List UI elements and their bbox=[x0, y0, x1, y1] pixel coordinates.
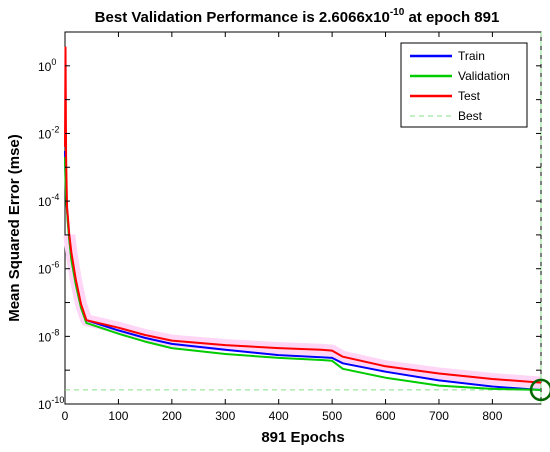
title-tail: at epoch 891 bbox=[404, 9, 499, 26]
x-tick-label: 500 bbox=[322, 409, 342, 423]
x-tick-label: 200 bbox=[162, 409, 182, 423]
title-main: Best Validation Performance is 2.6066x10 bbox=[95, 9, 390, 26]
legend-label-best: Best bbox=[458, 109, 483, 123]
legend-label-test: Test bbox=[458, 89, 481, 103]
x-tick-label: 400 bbox=[269, 409, 289, 423]
legend-label-train: Train bbox=[458, 49, 485, 63]
x-axis: 0 100 200 300 400 500 600 700 800 bbox=[62, 32, 503, 423]
y-tick-label: 10-10 bbox=[38, 395, 64, 412]
legend: Train Validation Test Best bbox=[400, 42, 528, 128]
x-tick-label: 800 bbox=[482, 409, 502, 423]
x-tick-label: 700 bbox=[429, 409, 449, 423]
y-tick-label: 10-2 bbox=[38, 124, 59, 141]
legend-label-validation: Validation bbox=[458, 69, 510, 83]
x-tick-label: 100 bbox=[108, 409, 128, 423]
y-tick-label: 10-6 bbox=[38, 260, 59, 277]
x-tick-label: 0 bbox=[62, 409, 69, 423]
x-tick-label: 300 bbox=[215, 409, 235, 423]
y-tick-label: 10-4 bbox=[38, 192, 59, 209]
chart-title: Best Validation Performance is 2.6066x10… bbox=[95, 7, 500, 26]
best-marker bbox=[529, 378, 550, 402]
y-axis-label: Mean Squared Error (mse) bbox=[6, 134, 23, 322]
y-tick-label: 10-8 bbox=[38, 327, 59, 344]
y-tick-label: 100 bbox=[38, 57, 56, 74]
x-tick-label: 600 bbox=[376, 409, 396, 423]
title-exponent: -10 bbox=[390, 7, 405, 18]
y-axis: 10-10 10-8 10-6 10-4 10-2 100 bbox=[38, 31, 541, 412]
x-axis-label: 891 Epochs bbox=[261, 429, 344, 446]
legend-items: Train Validation Test Best bbox=[410, 49, 510, 123]
